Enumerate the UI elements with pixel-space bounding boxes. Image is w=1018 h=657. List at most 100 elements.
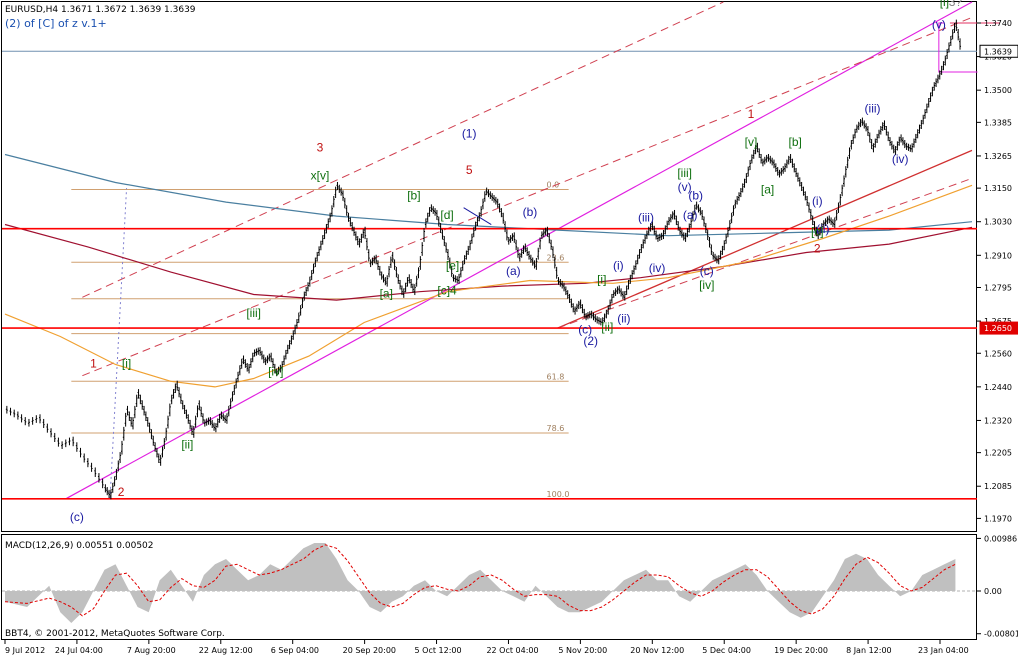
wave-label: (iii) — [638, 211, 654, 225]
time-tick-label: 5 Nov 20:00 — [558, 646, 607, 655]
wave-label: (b) — [523, 205, 538, 219]
wave-label: [iv] — [268, 365, 283, 379]
wave-label: [ii] — [181, 437, 193, 451]
macd-label: MACD(12,26,9) 0.00551 0.00502 — [5, 541, 154, 551]
wave-label: 3 — [317, 141, 324, 155]
time-tick-label: 22 Oct 04:00 — [486, 646, 538, 655]
wave-label: (a) — [506, 264, 521, 278]
wave-label: (2) — [583, 334, 598, 348]
wave-label: (1) — [462, 127, 477, 141]
time-tick-label: 19 Dec 20:00 — [774, 646, 828, 655]
wave-label: (a) — [683, 208, 698, 222]
wave-label: [a] — [761, 183, 774, 197]
wave-label: (iv) — [892, 152, 909, 166]
wave-label: [ii] — [601, 320, 613, 334]
wave-label: (ii) — [816, 222, 829, 236]
price-box — [979, 44, 1018, 58]
wave-label: (c) — [578, 323, 592, 337]
channel-line — [109, 188, 128, 499]
price-tick-label: 1.3740 — [984, 19, 1012, 28]
price-tick-label: 1.2085 — [984, 482, 1012, 491]
moving-average-line — [4, 223, 973, 301]
wave-label: [iii] — [677, 166, 692, 180]
wave-label: (iv) — [649, 261, 666, 275]
time-tick-label: 9 Jul 2012 — [5, 646, 45, 655]
wave-label: [v] — [745, 135, 758, 149]
macd-tick-label: 0.00986 — [984, 534, 1017, 543]
wave-label: [i] — [122, 356, 131, 370]
price-series — [5, 19, 962, 500]
price-tick-label: 1.3500 — [984, 86, 1012, 95]
macd-tick-label: -0.00801 — [984, 630, 1018, 639]
wave-label: (v) — [932, 18, 946, 32]
price-tick-label: 1.1970 — [984, 514, 1012, 523]
wave-label: 1 — [748, 107, 755, 121]
price-axis: 1.37401.36201.35001.33851.32651.31501.30… — [977, 19, 1018, 523]
wave-label: [iii] — [246, 306, 261, 320]
wave-label: [iv] — [699, 278, 714, 292]
copyright-text: BBT4, © 2001-2012, MetaQuotes Software C… — [5, 629, 225, 639]
time-tick-label: 6 Sep 04:00 — [271, 646, 319, 655]
time-tick-label: 8 Jan 12:00 — [846, 646, 892, 655]
wave-label: (iii) — [865, 102, 881, 116]
wave-label: (ii) — [617, 311, 630, 325]
price-tick-label: 1.3265 — [984, 152, 1012, 161]
time-tick-label: 22 Aug 12:00 — [199, 646, 253, 655]
time-tick-label: 7 Aug 20:00 — [127, 646, 176, 655]
time-tick-label: 23 Jan 04:00 — [918, 646, 969, 655]
wave-label: [d] — [440, 208, 453, 222]
wave-label: 2 — [118, 485, 125, 499]
price-tick-label: 1.2320 — [984, 416, 1012, 425]
fib-label: 0.0 — [547, 181, 560, 190]
macd-panel-frame — [1, 534, 977, 640]
macd-axis: 0.00986 0.00 -0.00801 — [977, 534, 1018, 639]
wave-label: (i) — [613, 258, 624, 272]
wave-label: x[v] — [311, 169, 330, 183]
symbol-info: EURUSD,H4 1.3671 1.3672 1.3639 1.3639 — [5, 5, 196, 15]
chart-subtitle: (2) of [C] of z v.1+ — [5, 17, 107, 30]
price-tick-label: 1.3030 — [984, 218, 1012, 227]
fib-label: 78.6 — [547, 424, 565, 433]
price-tick-label: 1.2910 — [984, 251, 1012, 260]
wave-label: [i] — [597, 272, 606, 286]
price-tick-label: 1.2205 — [984, 449, 1012, 458]
wave-label: (b) — [688, 188, 703, 202]
macd-tick-label: 0.00 — [984, 587, 1002, 596]
channel-line — [82, 16, 973, 377]
wave-label: [c]4 — [437, 283, 457, 297]
moving-average-line — [4, 153, 973, 237]
moving-averages — [4, 153, 973, 388]
price-tick-label: 1.2795 — [984, 283, 1012, 292]
price-tick-label: 1.2440 — [984, 383, 1012, 392]
wave-label: (c) — [70, 510, 84, 524]
time-tick-label: 5 Dec 04:00 — [702, 646, 751, 655]
channel-line — [82, 1, 724, 298]
macd-histogram — [5, 543, 956, 623]
macd-series — [2, 543, 977, 623]
channel-line — [65, 1, 973, 500]
time-tick-label: 20 Sep 20:00 — [343, 646, 396, 655]
wave-label: (v) — [678, 180, 692, 194]
wave-label: [a] — [380, 286, 393, 300]
price-tick-label: 1.3385 — [984, 118, 1012, 127]
price-box-label: 1.3639 — [984, 47, 1012, 56]
wave-label: [b] — [407, 188, 420, 202]
fib-label: 61.8 — [547, 372, 565, 381]
wave-label: 3? — [949, 0, 963, 9]
channel-line — [463, 207, 492, 225]
fib-label: 100.0 — [547, 490, 570, 499]
price-panel-frame — [1, 1, 977, 532]
wave-label: [b] — [789, 135, 802, 149]
wave-label: 1 — [90, 356, 97, 370]
wave-label: (c) — [700, 264, 714, 278]
wave-label: 5 — [466, 163, 473, 177]
wave-label: [e] — [446, 258, 459, 272]
time-tick-label: 5 Oct 12:00 — [415, 646, 462, 655]
price-box-label: 1.2650 — [984, 324, 1012, 333]
time-tick-label: 20 Nov 12:00 — [630, 646, 684, 655]
channel-line — [557, 149, 973, 329]
wave-label: [i] — [940, 0, 949, 9]
price-box — [979, 321, 1018, 335]
channel-line — [557, 177, 973, 329]
